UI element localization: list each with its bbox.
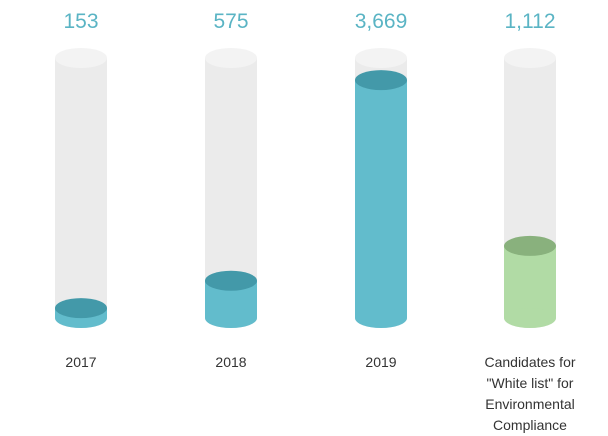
- bar-body: [504, 245, 556, 318]
- track-top: [355, 48, 407, 68]
- bar-bottom: [355, 308, 407, 328]
- track: [55, 58, 107, 318]
- value-label: 153: [63, 10, 99, 33]
- category-label: 2017: [65, 354, 97, 370]
- bar: [355, 70, 407, 328]
- bar-body: [355, 80, 407, 318]
- bar-bottom: [205, 308, 257, 328]
- bar-bottom: [504, 308, 556, 328]
- track-top: [55, 48, 107, 68]
- bar-top: [205, 270, 257, 291]
- category-label: 2019: [365, 354, 397, 370]
- track-top: [504, 48, 556, 68]
- bar-top: [355, 70, 407, 91]
- category-label: 2018: [215, 354, 247, 370]
- value-label: 1,112: [504, 10, 556, 33]
- track-top: [205, 48, 257, 68]
- value-label: 3,669: [354, 10, 408, 33]
- bar: [55, 298, 107, 328]
- bar: [504, 235, 556, 328]
- bar-top: [504, 235, 556, 256]
- value-label: 575: [213, 10, 249, 33]
- bar: [205, 270, 257, 328]
- category-label: Candidates for "White list" for Environm…: [484, 354, 576, 433]
- bar-top: [55, 298, 107, 319]
